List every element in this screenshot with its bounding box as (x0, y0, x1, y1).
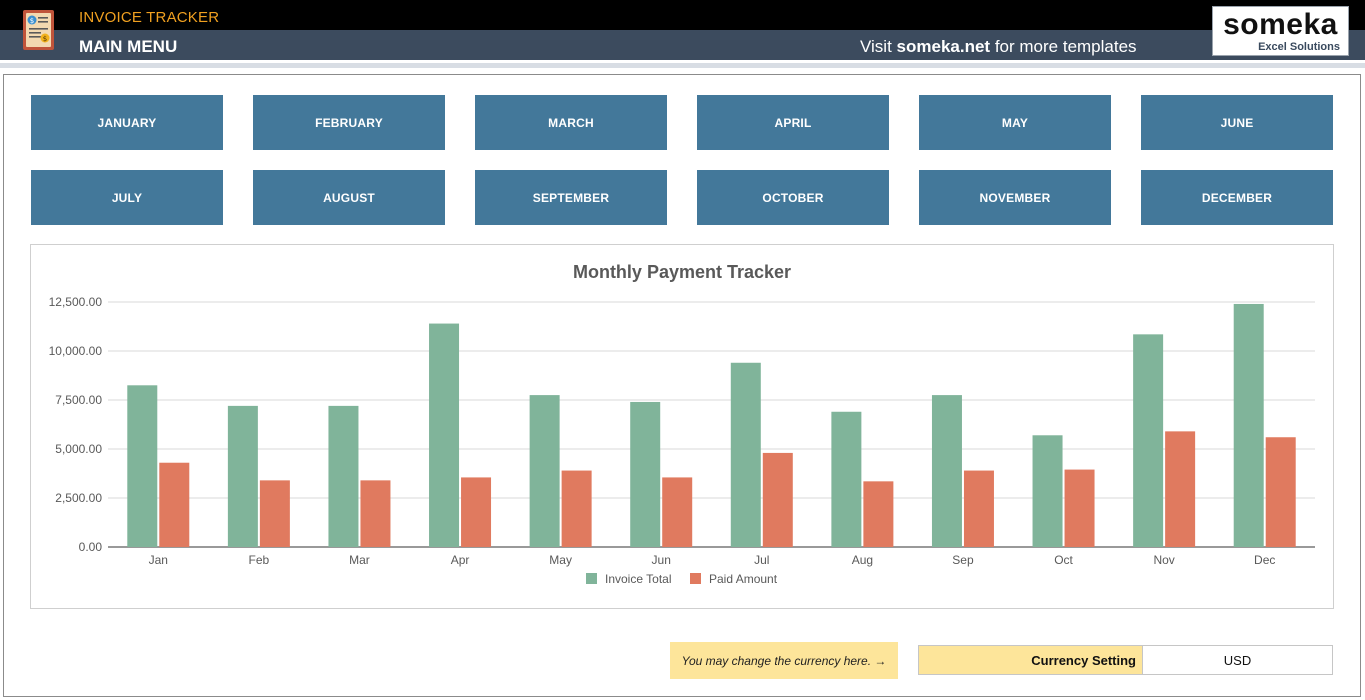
visit-prefix: Visit (860, 37, 892, 56)
paid-amount-bar (1265, 437, 1296, 547)
paid-amount-bar (360, 480, 391, 547)
month-button-june[interactable]: JUNE (1141, 95, 1333, 150)
invoice-total-bar (429, 323, 460, 547)
invoice-total-bar (630, 401, 661, 547)
chart-canvas: 0.00 2,500.00 5,000.00 7,500.00 10,000.00 12,… (49, 295, 1315, 586)
currency-hint: You may change the currency here. → (670, 642, 898, 679)
x-tick-label: May (549, 553, 572, 567)
month-button-august[interactable]: AUGUST (253, 170, 445, 225)
y-tick-label: 7,500.00 (55, 393, 102, 407)
logo-subtitle: Excel Solutions (1258, 41, 1340, 53)
x-tick-label: Nov (1153, 553, 1174, 567)
legend-paid-swatch (690, 573, 701, 584)
paid-amount-bar (662, 477, 693, 547)
y-tick-label: 0.00 (79, 540, 103, 554)
paid-amount-bar (259, 480, 290, 547)
paid-amount-bar (159, 462, 190, 547)
y-tick-label: 5,000.00 (55, 442, 102, 456)
legend-invoice-label: Invoice Total (605, 572, 672, 586)
month-button-march[interactable]: MARCH (475, 95, 667, 150)
someka-logo[interactable]: someka Excel Solutions (1212, 6, 1349, 56)
month-button-february[interactable]: FEBRUARY (253, 95, 445, 150)
x-tick-label: Apr (451, 553, 470, 567)
y-tick-label: 10,000.00 (49, 344, 103, 358)
month-button-october[interactable]: OCTOBER (697, 170, 889, 225)
month-button-april[interactable]: APRIL (697, 95, 889, 150)
invoice-total-bar (529, 395, 560, 547)
header-menu-bar (0, 30, 1365, 60)
y-tick-label: 12,500.00 (49, 295, 103, 309)
visit-link[interactable]: Visit someka.net for more templates (860, 37, 1137, 57)
x-tick-label: Sep (952, 553, 974, 567)
visit-site: someka.net (896, 37, 991, 56)
invoice-total-bar (328, 405, 359, 547)
svg-text:$: $ (30, 17, 34, 25)
x-tick-label: Mar (349, 553, 370, 567)
payment-chart: Monthly Payment Tracker 0.00 2,500.00 5,00… (30, 244, 1334, 609)
svg-text:$: $ (43, 35, 47, 43)
page-title: MAIN MENU (79, 37, 178, 56)
month-button-july[interactable]: JULY (31, 170, 223, 225)
invoice-total-bar (1233, 303, 1264, 547)
invoice-total-bar (931, 395, 962, 547)
y-tick-label: 2,500.00 (55, 491, 102, 505)
header-divider (0, 63, 1365, 68)
logo-brand: someka (1223, 8, 1338, 41)
paid-amount-bar (1165, 431, 1196, 547)
main-panel (3, 74, 1361, 697)
invoice-total-bar (1032, 435, 1063, 547)
invoice-icon: $ $ (23, 10, 54, 50)
header-top-bar (0, 0, 1365, 30)
app-title: INVOICE TRACKER (79, 9, 220, 26)
paid-amount-bar (461, 477, 492, 547)
currency-select[interactable]: USD (1143, 646, 1332, 674)
paid-amount-bar (1064, 469, 1095, 547)
x-tick-label: Oct (1054, 553, 1073, 567)
invoice-total-bar (227, 405, 258, 547)
chart-title: Monthly Payment Tracker (572, 262, 792, 282)
month-button-september[interactable]: SEPTEMBER (475, 170, 667, 225)
x-tick-label: Jan (149, 553, 168, 567)
x-tick-label: Aug (852, 553, 873, 567)
paid-amount-bar (963, 470, 994, 547)
visit-suffix: for more templates (994, 37, 1137, 56)
x-tick-label: Feb (249, 553, 270, 567)
currency-label: Currency Setting (919, 646, 1143, 674)
invoice-total-bar (730, 362, 761, 547)
x-tick-label: Jul (754, 553, 769, 567)
paid-amount-bar (561, 470, 592, 547)
month-button-january[interactable]: JANUARY (31, 95, 223, 150)
legend-invoice-swatch (586, 573, 597, 584)
x-tick-label: Jun (652, 553, 671, 567)
paid-amount-bar (863, 481, 894, 547)
month-button-november[interactable]: NOVEMBER (919, 170, 1111, 225)
invoice-total-bar (1133, 334, 1164, 547)
currency-setting: Currency Setting USD (918, 645, 1333, 675)
x-tick-label: Dec (1254, 553, 1275, 567)
legend-paid-label: Paid Amount (709, 572, 778, 586)
invoice-total-bar (831, 411, 862, 547)
month-button-december[interactable]: DECEMBER (1141, 170, 1333, 225)
paid-amount-bar (762, 452, 793, 547)
month-button-may[interactable]: MAY (919, 95, 1111, 150)
invoice-total-bar (127, 385, 158, 547)
